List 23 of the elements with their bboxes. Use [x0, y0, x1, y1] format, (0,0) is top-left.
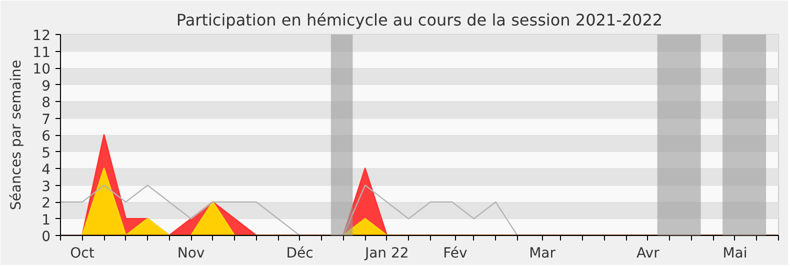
- y-tick-label: 8: [42, 95, 51, 111]
- chart-title: Participation en hémicycle au cours de la session 2021-2022: [176, 10, 663, 30]
- y-tick-label: 4: [42, 162, 51, 178]
- y-tick-label: 12: [32, 28, 51, 44]
- y-tick-label: 10: [32, 62, 51, 78]
- x-tick-label: Mar: [529, 246, 556, 262]
- x-tick-label: Mai: [722, 246, 748, 262]
- y-tick-label: 3: [42, 178, 51, 195]
- x-tick-label: Oct: [70, 246, 95, 262]
- x-tick-label: Jan 22: [364, 246, 409, 262]
- y-tick-label: 0: [42, 229, 51, 245]
- y-tick-label: 5: [42, 145, 51, 162]
- y-tick-label: 7: [42, 112, 51, 128]
- x-tick-label: Déc: [286, 246, 314, 262]
- y-axis-title: Séances par semaine: [8, 60, 25, 210]
- y-tick-label: 6: [42, 128, 51, 144]
- x-tick-label: Avr: [636, 246, 660, 262]
- y-tick-label: 11: [32, 44, 51, 61]
- x-tick-label: Fév: [443, 246, 468, 262]
- y-tick-label: 1: [42, 212, 51, 228]
- y-tick-label: 2: [42, 196, 51, 212]
- x-tick-label: Nov: [177, 246, 205, 262]
- y-tick-label: 9: [42, 78, 51, 94]
